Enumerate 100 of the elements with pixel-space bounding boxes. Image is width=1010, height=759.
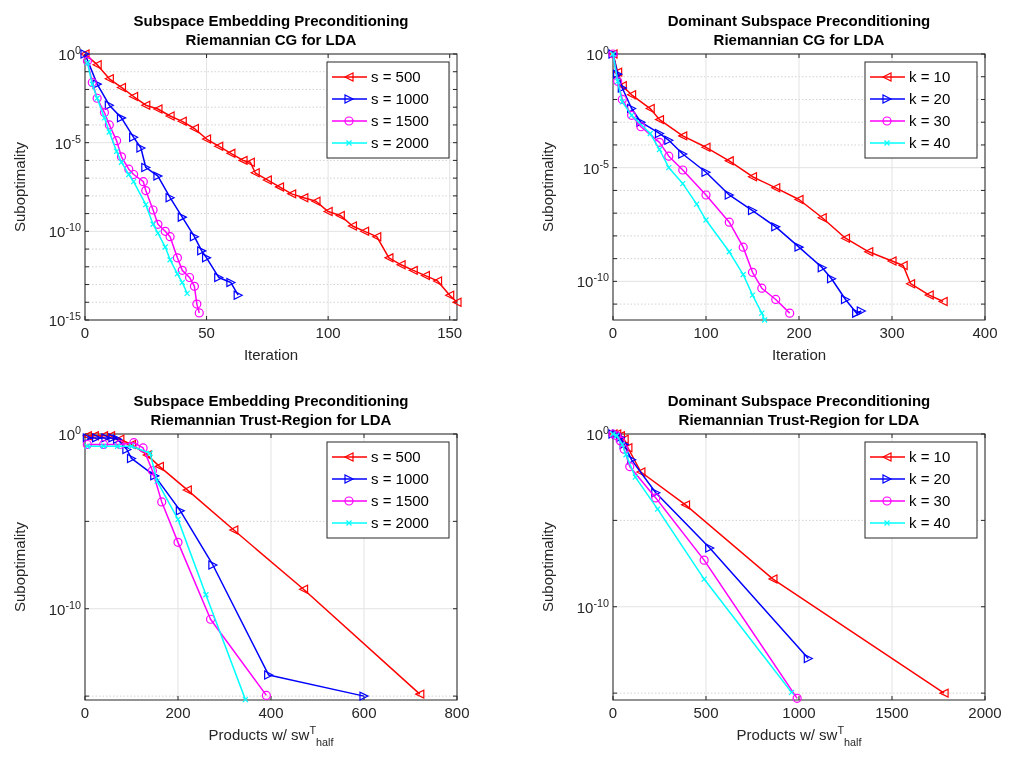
y-tick-label: 10$^{-10}$ [48,598,81,618]
legend-label: k = 10 [909,448,951,465]
point [205,614,216,624]
point [250,168,260,178]
x-tick-label: 200 [165,704,191,721]
legend-label: s = 1500 [371,112,429,129]
y-tick-label: 10$^{-5}$ [582,157,609,177]
point [160,226,170,236]
point [359,691,369,701]
x-tick-label: 500 [693,704,719,721]
x-tick-label: 300 [879,324,905,341]
point [664,151,674,161]
chart-title: Dominant Subspace Preconditioning [667,12,931,29]
chart-subtitle: Riemannian Trust-Region for LDA [678,411,920,428]
point [87,77,97,88]
point [678,149,688,159]
point [939,688,949,698]
point [129,132,139,142]
chart-subtitle: Riemannian CG for LDA [713,31,885,48]
x-tick-label: 0 [80,704,90,721]
point [173,537,183,547]
point [189,123,200,134]
point [852,308,862,318]
point [651,488,661,498]
point [238,155,248,165]
point [167,256,174,263]
point [785,308,795,318]
point [636,467,646,477]
point [153,219,163,229]
point [189,281,200,291]
x-axis-title: Iteration [771,346,827,363]
point [747,205,758,216]
point [864,247,874,257]
point [177,212,187,222]
point [623,443,633,453]
legend-label: k = 40 [909,514,951,531]
point [174,516,182,523]
y-tick-label: 10$^{-15}$ [48,310,81,329]
point [396,260,406,270]
point [118,159,125,166]
point [420,270,430,281]
y-axis-title: Suboptimality [11,141,28,233]
point [632,474,639,481]
x-tick-label: 400 [258,704,284,721]
point [147,450,154,457]
legend-label: k = 10 [909,68,951,85]
chart-title: Subspace Embedding Preconditioning [133,12,409,29]
point [106,128,113,136]
point [138,443,148,453]
point [182,485,192,495]
point [261,690,271,700]
y-axis-title: Suboptimality [539,521,556,613]
point [214,141,224,151]
point [141,185,151,196]
point [724,190,734,200]
chart-title: Subspace Embedding Preconditioning [133,392,409,409]
point [311,196,321,206]
point [408,265,418,275]
point [174,270,181,277]
point [92,79,102,89]
point [141,100,151,110]
point [679,180,686,187]
point [724,156,734,166]
point [665,164,672,171]
point [141,162,151,173]
point [184,290,191,297]
point [627,103,637,114]
point [179,279,186,286]
point [654,505,661,513]
point [184,272,195,283]
y-tick-label: 10$^{-10}$ [48,221,81,241]
point [747,172,758,182]
point [680,500,691,510]
point [274,182,285,192]
point [619,444,629,454]
point [840,294,851,305]
point [99,439,109,450]
point [150,471,160,481]
y-tick-label: 10$^{-10}$ [576,271,609,291]
point [122,444,132,455]
point [906,279,916,289]
point [194,308,204,318]
point [115,439,125,450]
point [84,443,91,450]
point [153,104,163,114]
point [82,439,92,450]
point [372,232,382,242]
point [92,60,102,70]
point [148,205,158,215]
point [627,90,637,100]
y-axis-title: Suboptimality [11,521,28,613]
legend-label: s = 2000 [371,514,429,531]
point [175,506,185,516]
point [924,290,934,300]
point [154,461,164,471]
point [101,114,108,121]
point [226,148,236,158]
point [298,584,309,594]
x-tick-label: 0 [608,324,618,341]
point [126,453,137,464]
